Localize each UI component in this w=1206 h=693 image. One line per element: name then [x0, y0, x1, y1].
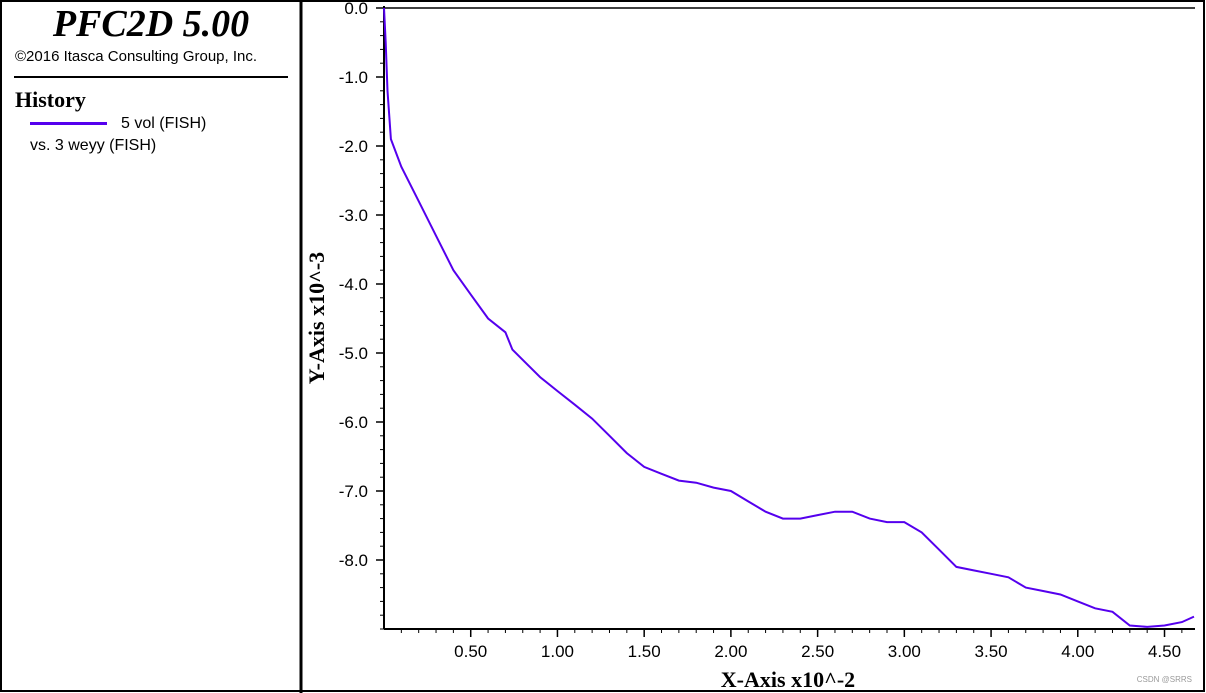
y-tick-label: -3.0 — [339, 206, 368, 225]
y-tick-label: 0.0 — [344, 0, 368, 18]
x-tick-label: 4.00 — [1061, 642, 1094, 661]
x-tick-label: 2.00 — [714, 642, 747, 661]
legend-divider — [14, 76, 288, 78]
y-tick-label: -4.0 — [339, 275, 368, 294]
legend-series-label: 5 vol (FISH) — [121, 115, 207, 132]
y-tick-label: -8.0 — [339, 551, 368, 570]
copyright-text: ©2016 Itasca Consulting Group, Inc. — [15, 48, 258, 65]
legend-series-swatch — [30, 122, 107, 125]
legend-vs-label: vs. 3 weyy (FISH) — [30, 137, 157, 154]
app-title: PFC2D 5.00 — [52, 3, 250, 45]
x-tick-label: 3.00 — [888, 642, 921, 661]
y-tick-label: -6.0 — [339, 413, 368, 432]
x-tick-label: 1.50 — [628, 642, 661, 661]
legend-heading: History — [15, 87, 86, 112]
y-tick-label: -1.0 — [339, 68, 368, 87]
x-tick-label: 2.50 — [801, 642, 834, 661]
watermark: CSDN @SRRS — [1136, 675, 1192, 684]
y-tick-label: -7.0 — [339, 482, 368, 501]
minor-ticks — [380, 7, 1183, 633]
legend-panel: PFC2D 5.00 ©2016 Itasca Consulting Group… — [0, 0, 302, 693]
x-tick-label: 4.50 — [1148, 642, 1181, 661]
y-tick-label: -5.0 — [339, 344, 368, 363]
series-line-5-vol — [383, 7, 1195, 628]
x-tick-label: 1.00 — [541, 642, 574, 661]
x-tick-label: 3.50 — [975, 642, 1008, 661]
y-axis-ticks: 0.0 -1.0 -2.0 -3.0 -4.0 -5.0 -6.0 -7.0 -8.0 — [339, 0, 384, 570]
y-tick-label: -2.0 — [339, 137, 368, 156]
x-axis-title: X-Axis x10^-2 — [721, 667, 855, 692]
y-axis-title: Y-Axis x10^-3 — [304, 252, 329, 384]
x-tick-label: 0.50 — [454, 642, 487, 661]
x-axis-ticks: 0.50 1.00 1.50 2.00 2.50 3.00 3.50 4.00 4.50 — [454, 629, 1181, 661]
